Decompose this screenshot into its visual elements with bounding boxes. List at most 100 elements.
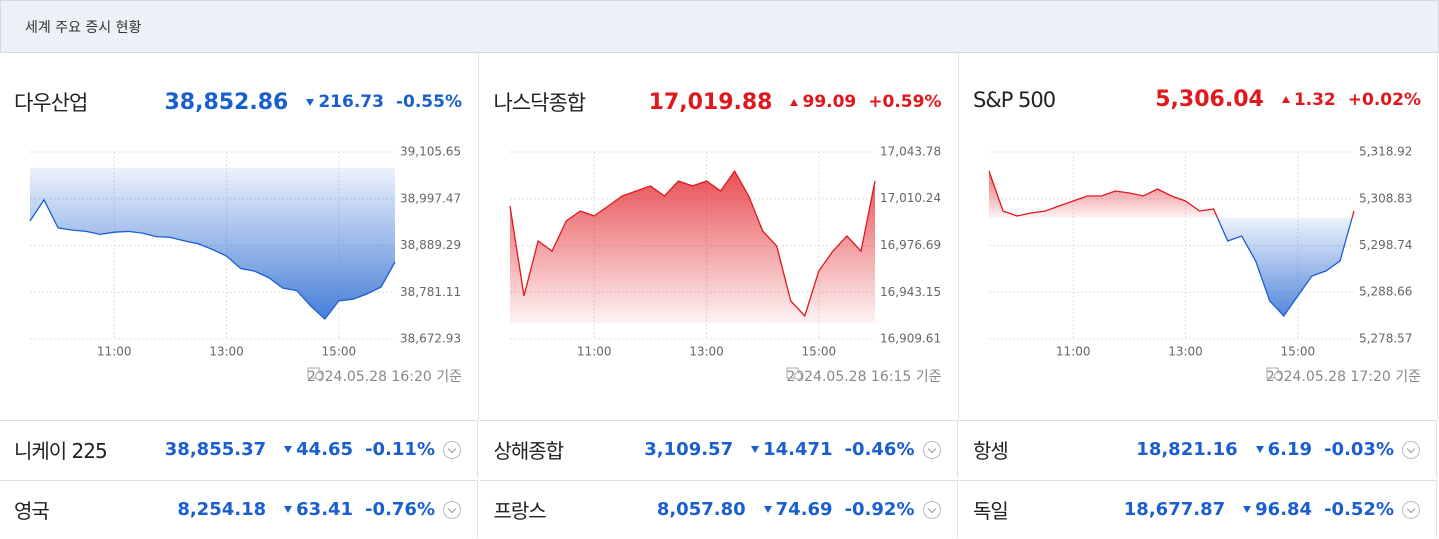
market-change: 74.69 — [763, 499, 833, 520]
direction-arrow — [1281, 96, 1290, 103]
change-pct: +0.59% — [868, 92, 942, 112]
direction-arrow — [284, 506, 293, 513]
index-change: 1.32 — [1281, 89, 1336, 110]
chart: 38,672.93 38,781.11 38,889.29 38,997.47 39,1… — [29, 145, 461, 359]
market-name: 독일 — [973, 499, 1009, 523]
market-price: 18,677.87 — [1123, 499, 1226, 520]
y-tick-label: 16,943.15 — [880, 285, 941, 299]
y-tick-label: 5,298.74 — [1359, 238, 1412, 252]
calendar-icon — [786, 367, 803, 380]
index-price: 5,306.04 — [1155, 87, 1264, 112]
x-tick-label: 11:00 — [576, 345, 611, 359]
price-line — [988, 170, 1355, 218]
expand-button[interactable] — [1402, 500, 1420, 519]
direction-arrow — [1243, 506, 1252, 513]
direction-arrow — [751, 446, 760, 453]
change-value: 1.32 — [1293, 89, 1336, 110]
change-pct: -0.46% — [844, 439, 915, 460]
direction-arrow — [790, 98, 799, 106]
change-pct: -0.55% — [395, 92, 462, 112]
timestamp-text: 2024.05.28 16:20 기준 — [306, 369, 462, 385]
y-tick-label: 5,308.83 — [1359, 191, 1412, 205]
y-tick-label: 5,318.92 — [1359, 145, 1412, 159]
market-name: 니케이 225 — [14, 439, 108, 463]
change-pct: -0.92% — [844, 499, 915, 520]
market-price: 3,109.57 — [644, 439, 734, 460]
change-value: 14.471 — [763, 439, 833, 460]
y-tick-label: 38,889.29 — [400, 238, 461, 252]
market-name: 영국 — [14, 499, 50, 523]
icon-shape — [314, 372, 323, 380]
y-tick-label: 38,997.47 — [400, 191, 461, 205]
price-line — [508, 169, 876, 318]
change-value: 74.69 — [775, 499, 833, 520]
price-line — [29, 198, 396, 321]
change-value: 99.09 — [802, 92, 857, 112]
market-row: 항셍 18,821.16 6.19 -0.03% — [959, 420, 1437, 478]
area-fill — [989, 171, 1354, 218]
direction-arrow — [1255, 446, 1264, 453]
x-tick-label: 11:00 — [97, 345, 132, 359]
change-value: 6.19 — [1267, 439, 1313, 460]
expand-button[interactable] — [922, 500, 941, 519]
timestamp-text: 2024.05.28 17:20 기준 — [1265, 369, 1421, 385]
y-tick-label: 17,010.24 — [880, 191, 941, 205]
expand-button[interactable] — [443, 500, 461, 519]
panel-summary: S&P 500 5,306.04 1.32 +0.02% — [973, 87, 1421, 112]
x-tick-label: 13:00 — [1168, 345, 1203, 359]
header-title: 세계 주요 증시 현황 — [25, 20, 142, 36]
market-price: 8,254.18 — [177, 499, 267, 520]
change-pct: -0.03% — [1324, 439, 1394, 460]
x-tick-label: 15:00 — [801, 345, 836, 359]
market-row: 상해종합 3,109.57 14.471 -0.46% — [479, 420, 958, 478]
market-name: 항셍 — [973, 439, 1009, 463]
timestamp-text: 2024.05.28 16:15 기준 — [786, 369, 942, 385]
expand-button[interactable] — [1402, 440, 1420, 459]
index-change: 99.09 — [790, 92, 856, 112]
market-change: 63.41 — [284, 499, 353, 520]
market-row: 영국 8,254.18 63.41 -0.76% — [0, 480, 478, 538]
y-tick-label: 5,278.57 — [1359, 332, 1412, 346]
area-fill — [30, 167, 395, 320]
direction-arrow — [763, 506, 772, 513]
change-value: 96.84 — [1255, 499, 1313, 520]
header: 세계 주요 증시 현황 — [0, 0, 1439, 53]
market-name: 상해종합 — [493, 439, 565, 463]
x-tick-label: 11:00 — [1056, 345, 1091, 359]
index-change: 216.73 — [306, 92, 384, 112]
y-tick-label: 16,909.61 — [880, 332, 941, 346]
y-tick-label: 17,043.78 — [880, 145, 941, 159]
index-name: 나스닥종합 — [493, 91, 587, 115]
icon-shape — [1273, 372, 1282, 380]
chart: 5,278.57 5,288.66 5,298.74 5,308.83 5,318.92… — [988, 145, 1412, 359]
panel-summary: 나스닥종합 17,019.88 99.09 +0.59% — [494, 87, 942, 117]
x-tick-label: 15:00 — [1281, 345, 1316, 359]
index-name: 다우산업 — [14, 91, 88, 115]
y-tick-label: 38,781.11 — [400, 285, 461, 299]
area-fill — [1217, 217, 1353, 316]
market-price: 8,057.80 — [656, 499, 746, 520]
area-fill — [509, 171, 875, 324]
market-price: 38,855.37 — [164, 439, 267, 460]
expand-button[interactable] — [443, 440, 461, 459]
market-change: 6.19 — [1255, 439, 1313, 460]
market-change: 44.65 — [284, 439, 353, 460]
change-value: 44.65 — [296, 439, 354, 460]
change-pct: -0.52% — [1324, 499, 1394, 520]
market-change: 14.471 — [751, 439, 833, 460]
market-row: 니케이 225 38,855.37 44.65 -0.11% — [0, 420, 478, 478]
market-row: 프랑스 8,057.80 74.69 -0.92% — [479, 480, 958, 538]
y-tick-label: 39,105.65 — [400, 145, 461, 159]
change-value: 216.73 — [318, 92, 384, 112]
market-name: 프랑스 — [493, 499, 547, 523]
index-price: 38,852.86 — [164, 89, 289, 115]
y-tick-label: 5,288.66 — [1359, 285, 1412, 299]
timestamp: 2024.05.28 17:20 기준 — [1266, 366, 1421, 386]
x-tick-label: 13:00 — [209, 345, 244, 359]
expand-button[interactable] — [922, 440, 941, 459]
timestamp: 2024.05.28 16:15 기준 — [786, 366, 942, 386]
calendar-icon — [307, 367, 323, 380]
panel-summary: 다우산업 38,852.86 216.73 -0.55% — [14, 87, 462, 117]
chart: 16,909.61 16,943.15 16,976.69 17,010.24 17,0… — [508, 145, 941, 359]
